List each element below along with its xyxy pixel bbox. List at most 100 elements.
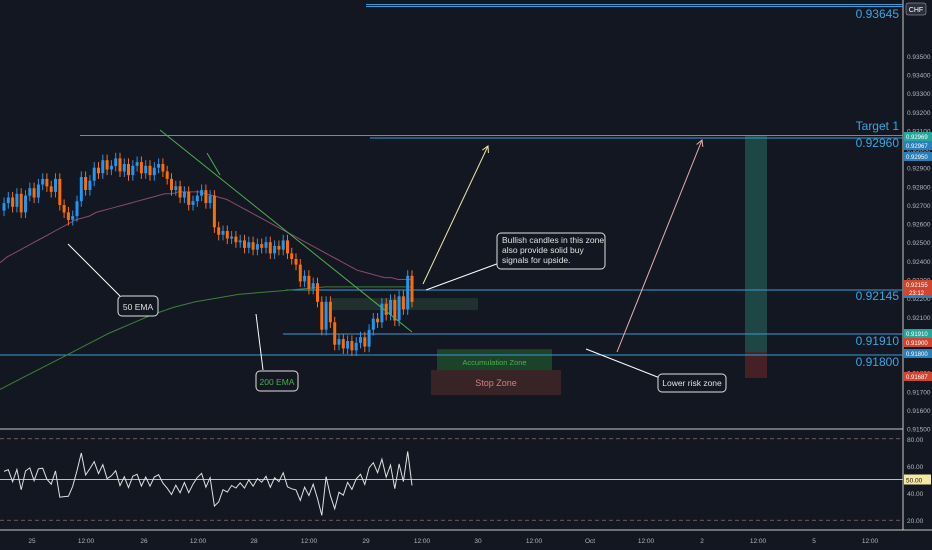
candle-body (311, 283, 315, 289)
price-tag (904, 372, 932, 381)
candle-body (307, 275, 311, 289)
candle-body (15, 193, 19, 207)
candle-body (178, 186, 182, 198)
candle-body (204, 190, 208, 204)
countdown-tag (904, 288, 932, 296)
price-tag-label: 0.91900 (906, 341, 928, 347)
time-tick-label: Oct (585, 538, 595, 545)
candle-body (58, 178, 62, 205)
price-tag (904, 280, 932, 289)
candle-body (105, 160, 109, 170)
candle-body (2, 203, 6, 211)
price-tag-label: 0.92969 (906, 135, 928, 141)
accumulation-zone-label: Accumulation Zone (462, 358, 526, 367)
candle-body (208, 195, 212, 204)
candle-body (260, 244, 264, 248)
ema200-callout-label: 200 EMA (260, 377, 295, 387)
arrow-lower-risk (616, 139, 703, 353)
candle-body (225, 231, 229, 239)
candle-body (174, 186, 178, 190)
price-tag-label: 0.91910 (906, 332, 928, 338)
bullish-callout-line: also provide solid buy (502, 245, 584, 255)
candle-body (97, 167, 100, 174)
candle-body (62, 205, 66, 213)
candle-body (316, 283, 319, 302)
time-tick-label: 12:00 (750, 538, 767, 545)
level-label: 0.92145 (856, 289, 900, 303)
currency-badge (905, 2, 927, 16)
candle-body (118, 158, 122, 172)
candle-body (367, 329, 371, 347)
stop-zone (431, 370, 561, 395)
price-tag (904, 349, 932, 358)
candle-body (376, 318, 380, 323)
candle-body (294, 259, 298, 265)
candle-body (371, 318, 375, 330)
candle-body (273, 245, 277, 254)
callout-line-ema200 (255, 313, 264, 371)
candle-body (324, 301, 328, 330)
time-tick-label: 12:00 (78, 538, 95, 545)
candle-body (290, 253, 294, 259)
price-tag-label: 0.91800 (906, 352, 928, 358)
price-tick-label: 0.91500 (907, 427, 931, 434)
candle-body (251, 242, 255, 250)
price-tick-label: 0.92900 (907, 166, 931, 173)
candle-body (49, 186, 53, 192)
candle-body (6, 197, 10, 204)
candle-body (410, 275, 414, 302)
candle-body (191, 201, 195, 205)
candle-body (41, 178, 45, 185)
candle-body (36, 184, 40, 198)
rsi-level-tag-label: 50.00 (906, 478, 923, 485)
countdown-label: 23:12 (909, 291, 925, 297)
price-tick-label: 0.93100 (907, 128, 931, 135)
price-tick-label: 0.93500 (907, 54, 931, 61)
price-tag (904, 329, 932, 338)
time-tick-label: 12:00 (862, 538, 879, 545)
price-tag (904, 132, 932, 141)
candle-body (230, 236, 234, 239)
price-tag (904, 141, 932, 150)
candle-body (75, 201, 79, 217)
time-tick-label: 2 (700, 538, 704, 545)
candle-body (406, 275, 410, 310)
trendline-down (159, 129, 413, 333)
trendline-short (206, 152, 221, 176)
price-tag (904, 338, 932, 347)
price-tag-label: 0.92155 (906, 283, 928, 289)
accumulation-zone (437, 349, 552, 374)
long-position-profit-box (745, 136, 767, 354)
rsi-level-tag (904, 474, 931, 485)
candle-body (157, 164, 161, 168)
candle-body (328, 301, 332, 323)
price-tick-label: 0.91700 (907, 389, 931, 396)
candle-body (384, 303, 388, 315)
candle-body (152, 167, 156, 176)
time-tick-label: 12:00 (526, 538, 543, 545)
price-tag-label: 0.91687 (906, 375, 928, 381)
level-label: 0.91800 (856, 355, 900, 369)
price-tick-label: 0.93300 (907, 91, 931, 98)
price-tick-label: 0.92500 (907, 240, 931, 247)
candle-body (101, 160, 105, 174)
candle-body (268, 242, 272, 254)
candle-body (389, 300, 392, 315)
price-tag-label: 0.92967 (906, 144, 928, 150)
lower-risk-callout-label: Lower risk zone (662, 378, 722, 388)
time-tick-label: 30 (474, 538, 482, 545)
currency-badge-label: CHF (909, 7, 923, 14)
ema50-callout-label: 50 EMA (123, 302, 154, 312)
time-tick-label: 12:00 (301, 538, 318, 545)
candle-body (182, 191, 186, 198)
candle-body (380, 303, 384, 323)
candle-body (238, 240, 242, 243)
candle-body (88, 180, 92, 190)
candle-body (148, 165, 152, 176)
candle-body (359, 337, 362, 343)
price-tick-label: 0.91600 (907, 408, 931, 415)
candle-body (363, 337, 367, 347)
candle-body (71, 216, 75, 220)
bullish-callout-box (496, 232, 606, 270)
